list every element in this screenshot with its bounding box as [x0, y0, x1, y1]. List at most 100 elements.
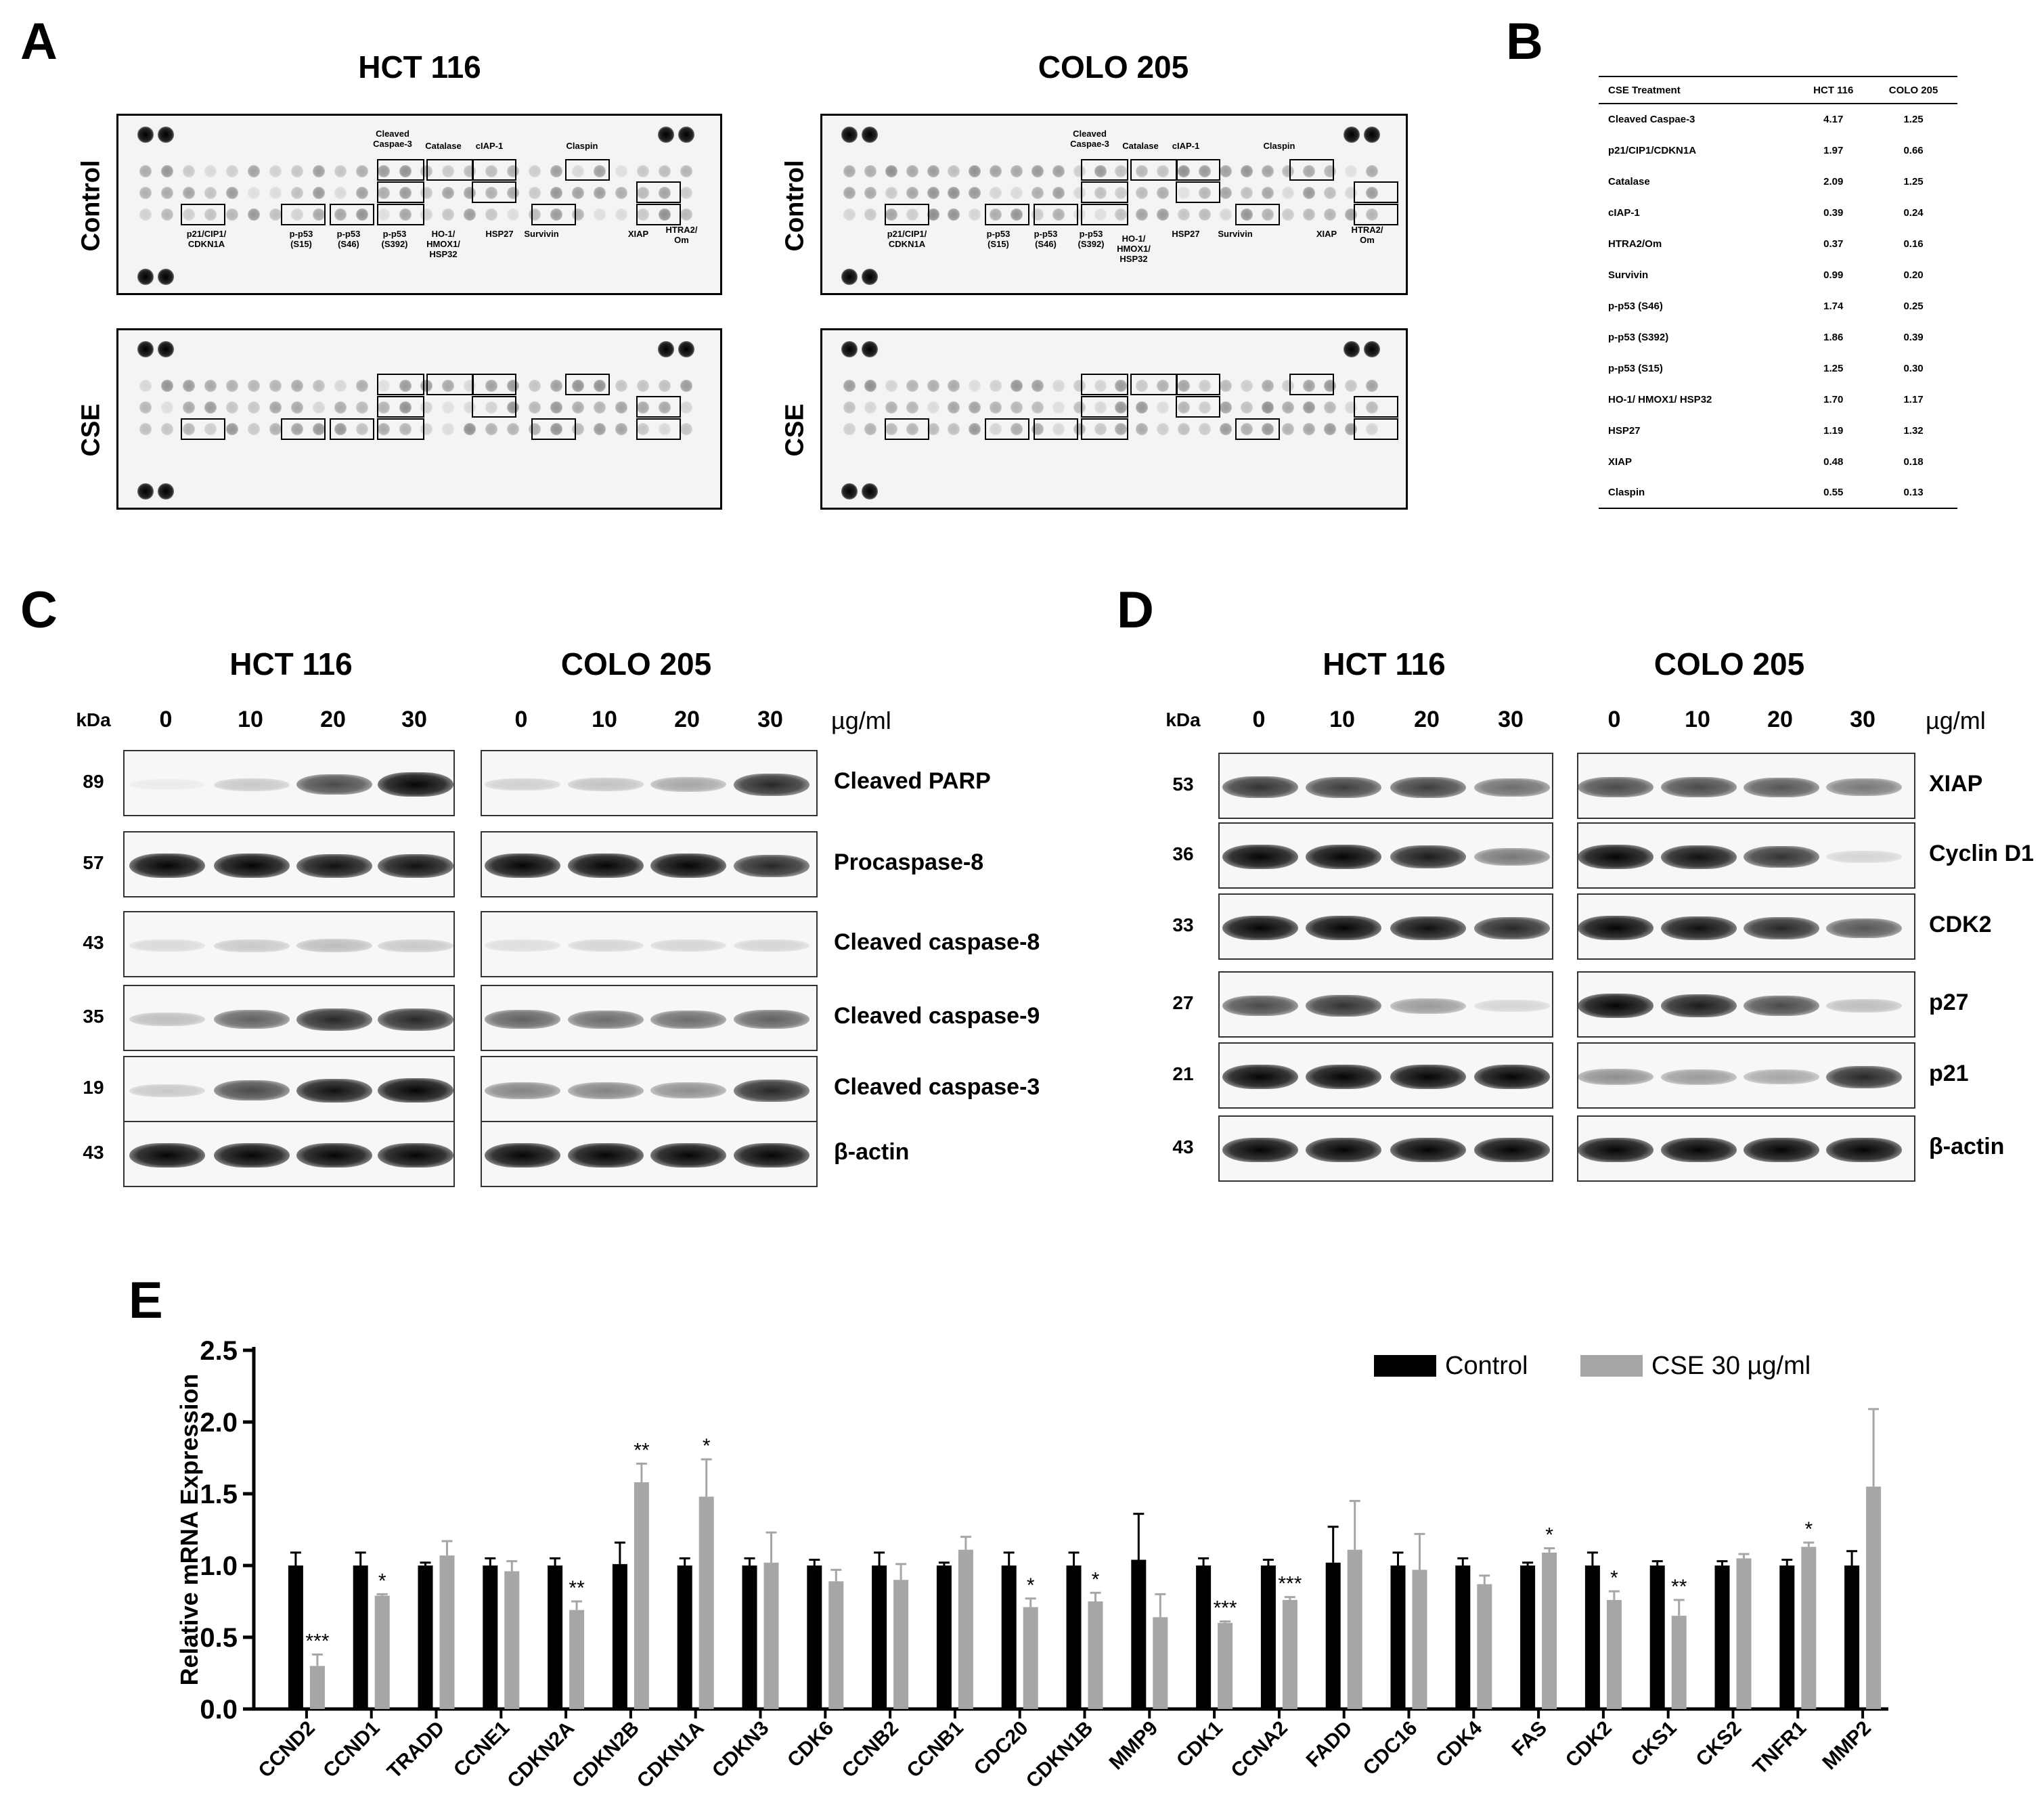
array-spot — [485, 423, 498, 435]
blot-band — [1826, 918, 1902, 938]
quantification-table: CSE Treatment HCT 116 COLO 205 Cleaved C… — [1599, 76, 1957, 509]
table-cell-value: 1.25 — [1903, 175, 1924, 187]
blot-band — [568, 778, 644, 791]
blot-band — [214, 778, 290, 791]
x-tick-label: MMP2 — [1818, 1717, 1875, 1775]
table-row: XIAP 0.48 0.18 — [1599, 446, 1957, 477]
significance-marker: * — [1610, 1567, 1618, 1589]
array-spot — [1364, 127, 1380, 143]
array-spot — [377, 380, 390, 392]
blot-band — [129, 1143, 205, 1168]
blot-band — [1826, 999, 1902, 1013]
blot-band — [129, 939, 205, 952]
table-cell-value: 1.74 — [1823, 300, 1844, 312]
array-spot — [841, 341, 858, 357]
table-row: Survivin 0.99 0.20 — [1599, 259, 1957, 290]
blot-strip — [481, 750, 818, 816]
array-spot — [1011, 208, 1023, 221]
array-spot — [204, 401, 217, 414]
dose-label: 30 — [1498, 707, 1524, 732]
array-spot — [160, 401, 173, 414]
array-spot — [1324, 208, 1337, 221]
array-spot — [1178, 187, 1191, 199]
blot-band — [296, 1008, 372, 1031]
label-p21: p21/CIP1/ CDKN1A — [186, 229, 227, 249]
array-spot — [1366, 380, 1378, 392]
array-spot — [1303, 208, 1316, 221]
blot-band — [734, 1143, 809, 1168]
table-header: CSE Treatment — [1608, 84, 1681, 96]
blot-band — [1222, 1065, 1298, 1089]
analyte-box — [636, 396, 681, 418]
bar-control — [1066, 1566, 1082, 1709]
array-spot — [225, 165, 238, 177]
blot-band — [378, 1143, 453, 1168]
bar-control — [872, 1566, 887, 1709]
bar-control — [1844, 1566, 1860, 1709]
label-p21: p21/CIP1/ CDKN1A — [887, 229, 927, 249]
protein-label: Cleaved caspase-3 — [834, 1074, 1040, 1100]
array-spot — [659, 187, 671, 199]
array-spot — [969, 165, 981, 177]
array-spot — [312, 208, 325, 221]
array-spot — [1240, 380, 1253, 392]
array-spot — [927, 187, 939, 199]
label-claspin: Claspin — [566, 141, 598, 151]
bar-cse — [634, 1482, 649, 1709]
array-spot — [843, 423, 856, 435]
significance-marker: * — [703, 1435, 711, 1457]
table-cell-name: HO-1/ HMOX1/ HSP32 — [1608, 393, 1712, 405]
array-spot — [464, 208, 476, 221]
kda-value: 19 — [83, 1077, 104, 1098]
bar-cse — [569, 1610, 585, 1709]
array-spot — [864, 208, 876, 221]
table-cell-value: 4.17 — [1823, 114, 1844, 125]
blot-strip — [1218, 822, 1553, 889]
analyte-box — [1081, 204, 1128, 225]
protein-label: p21 — [1929, 1061, 1969, 1086]
table-cell-name: Catalase — [1608, 175, 1650, 187]
array-spot — [594, 380, 606, 392]
table-cell-value: 0.30 — [1903, 362, 1924, 374]
significance-marker: * — [378, 1570, 386, 1592]
array-spot — [529, 165, 541, 177]
blot-band — [1474, 848, 1550, 866]
significance-marker: * — [1545, 1524, 1553, 1547]
label-cleaved-caspase3: Cleaved Caspae-3 — [1070, 129, 1109, 149]
array-spot — [290, 380, 303, 392]
panel-letter-e: E — [129, 1272, 163, 1329]
blot-strip — [123, 831, 455, 897]
array-spot — [1094, 380, 1107, 392]
bar-cse — [1023, 1607, 1038, 1709]
array-spot — [659, 423, 671, 435]
blot-strip — [1218, 971, 1553, 1038]
array-spot — [225, 380, 238, 392]
array-spot — [1178, 380, 1191, 392]
analyte-box — [1176, 396, 1220, 418]
analyte-box — [181, 418, 225, 440]
array-spot — [442, 208, 455, 221]
array-spot — [1011, 380, 1023, 392]
blot-band — [1306, 995, 1381, 1017]
blot-band — [650, 777, 726, 792]
array-spot — [680, 165, 692, 177]
array-spot — [1052, 187, 1065, 199]
array-spot — [615, 208, 628, 221]
analyte-box — [377, 418, 424, 440]
analyte-box — [330, 418, 374, 440]
array-spot — [485, 187, 498, 199]
blot-band — [1390, 776, 1466, 798]
array-spot — [680, 187, 692, 199]
array-spot — [990, 165, 1002, 177]
array-spot — [1011, 187, 1023, 199]
blot-band — [1661, 777, 1737, 797]
array-spot — [659, 401, 671, 414]
array-spot — [204, 380, 217, 392]
array-spot — [864, 401, 876, 414]
bar-cse — [1282, 1599, 1297, 1709]
protein-label: β-actin — [834, 1139, 910, 1165]
array-spot — [1157, 401, 1170, 414]
array-spot — [1303, 401, 1316, 414]
analyte-box — [636, 181, 681, 203]
kda-header: kDa — [76, 709, 111, 730]
